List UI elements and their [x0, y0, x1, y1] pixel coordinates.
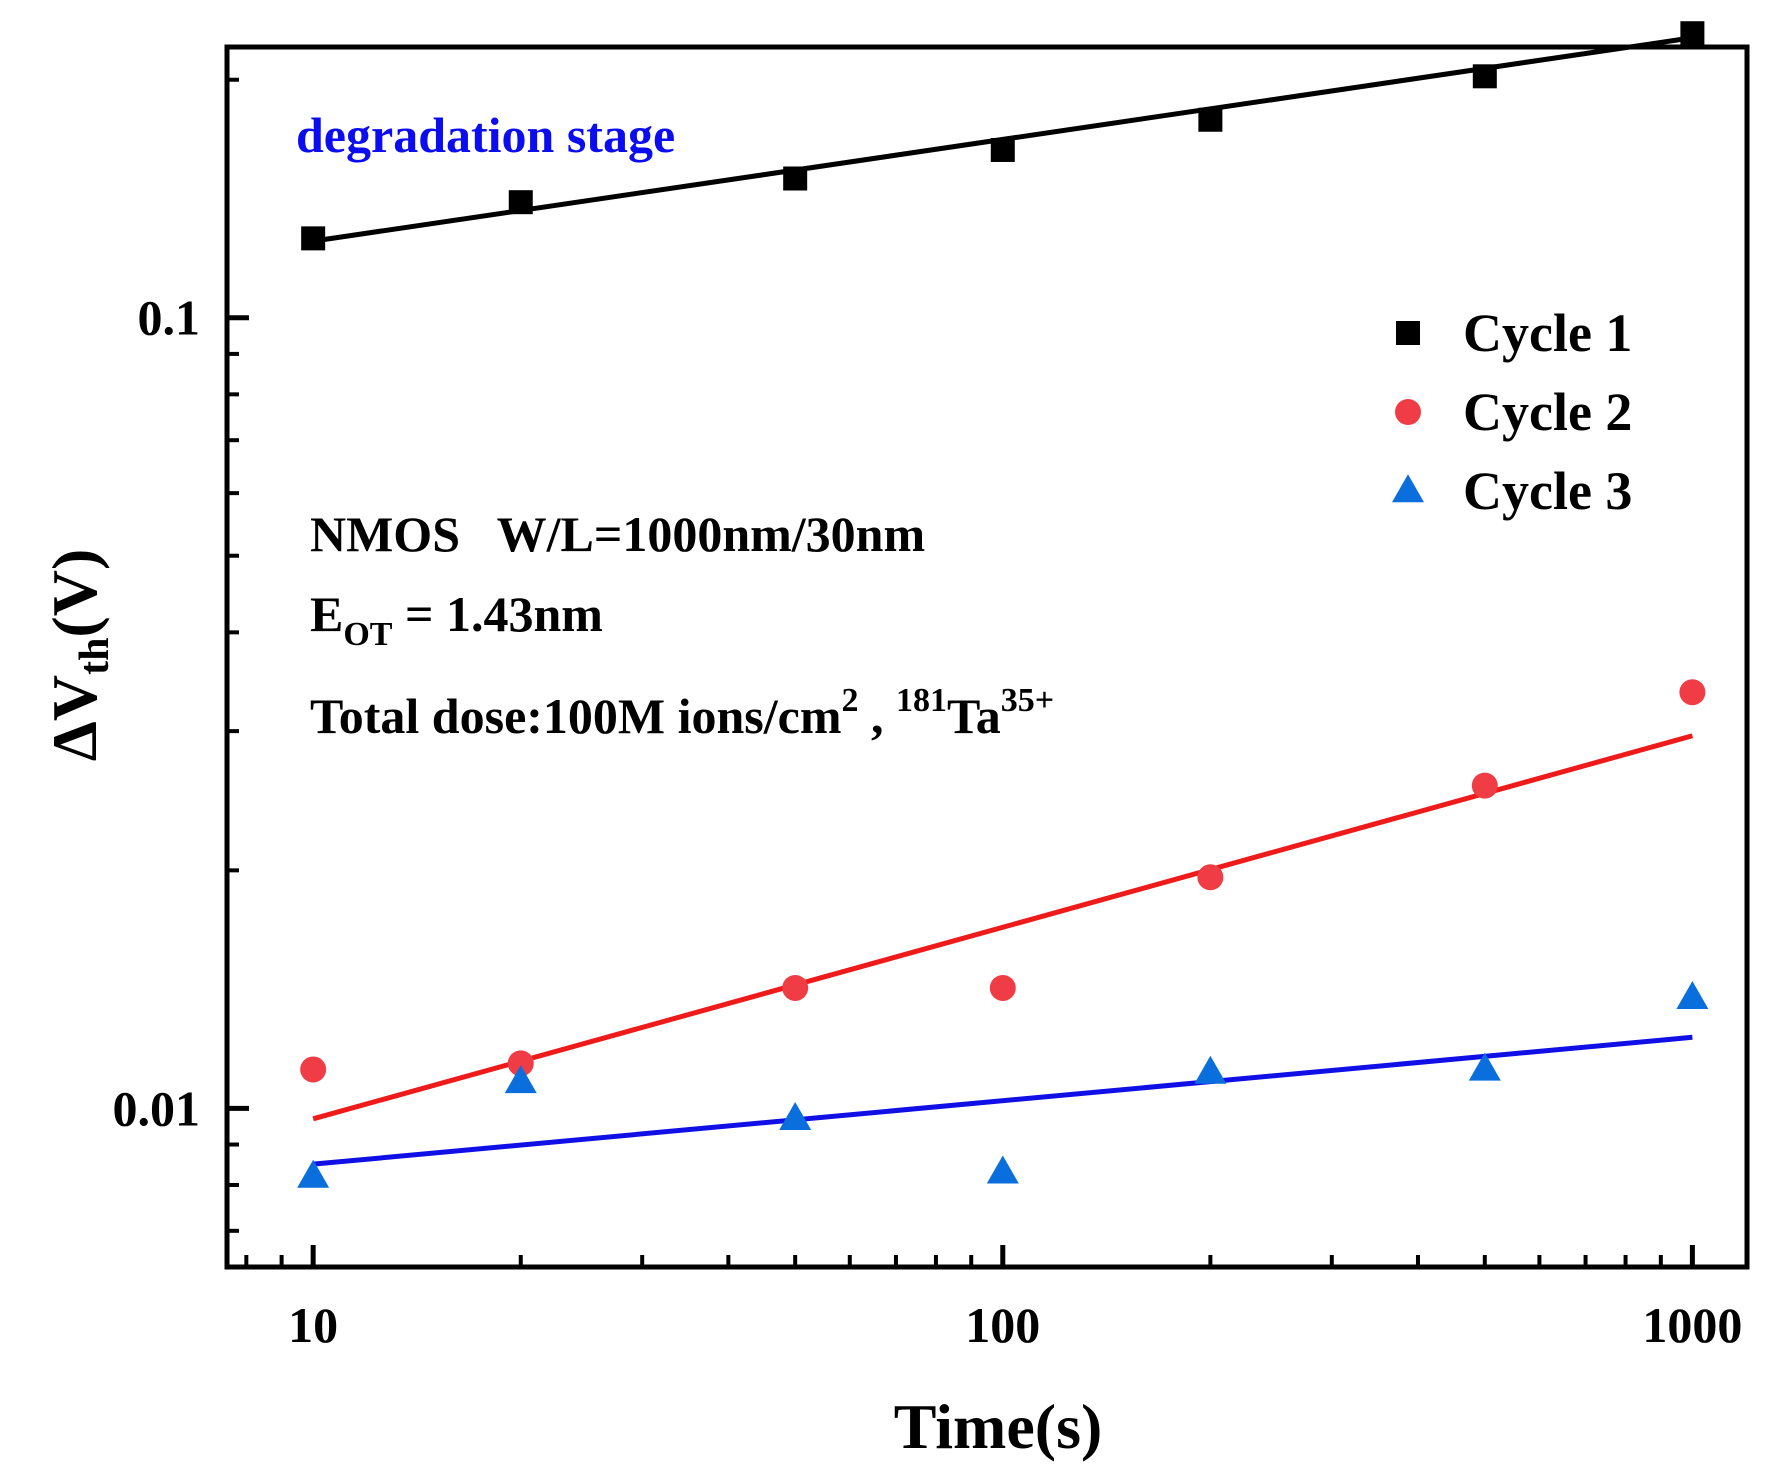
legend: Cycle 1 Cycle 2 Cycle 3	[1392, 303, 1632, 521]
dose-iso-sup: 181	[896, 682, 947, 719]
y-tick-labels: 0.01 0.1	[113, 290, 201, 1137]
eot-prefix: E	[310, 586, 343, 642]
point-cycle-3	[1194, 1055, 1227, 1084]
annotation-eot: EOT = 1.43nm	[310, 586, 603, 653]
point-cycle-2	[507, 1050, 534, 1077]
point-cycle-3	[779, 1102, 812, 1131]
x-tick-label: 10	[288, 1297, 338, 1353]
eot-sub: OT	[343, 616, 392, 653]
point-cycle-2	[300, 1056, 327, 1083]
dose-element: Ta	[947, 688, 1001, 744]
point-cycle-2	[1197, 864, 1224, 891]
y-axis-label: ΔVth(V)	[39, 549, 118, 762]
annotation-device: NMOS W/L=1000nm/30nm	[310, 506, 925, 562]
x-tick-label: 1000	[1642, 1297, 1742, 1353]
minor-ticks	[227, 77, 1663, 1267]
x-tick-labels: 10 100 1000	[288, 1297, 1742, 1353]
point-cycle-3	[297, 1159, 330, 1188]
fit-line-cycle-2	[312, 733, 1694, 1122]
point-cycle-1	[301, 226, 326, 251]
plot-frame	[224, 44, 1750, 1270]
point-cycle-2	[989, 974, 1016, 1001]
y-tick-label: 0.01	[113, 1080, 201, 1136]
legend-label-cycle-3: Cycle 3	[1463, 461, 1632, 521]
legend-label-cycle-2: Cycle 2	[1463, 382, 1632, 442]
y-axis-label-prefix: ΔV	[39, 675, 110, 761]
point-cycle-3	[986, 1155, 1019, 1184]
point-cycle-2	[782, 974, 809, 1001]
annotation-stage: degradation stage	[296, 107, 675, 163]
dose-text: Total dose:100M ions/cm	[310, 688, 842, 744]
data-markers	[297, 21, 1709, 1188]
annotation-dose: Total dose:100M ions/cm2 , 181Ta35+	[310, 682, 1054, 744]
eot-suffix: = 1.43nm	[392, 586, 602, 642]
y-axis-label-sub: th	[72, 638, 118, 675]
point-cycle-1	[1198, 107, 1223, 132]
point-cycle-3	[1468, 1052, 1501, 1081]
dose-mid: ,	[859, 688, 897, 744]
point-cycle-1	[783, 166, 808, 191]
major-ticks	[227, 315, 1695, 1267]
point-cycle-1	[1472, 64, 1497, 89]
y-tick-label: 0.1	[138, 290, 201, 346]
legend-marker-cycle-2	[1395, 399, 1421, 425]
legend-marker-cycle-1	[1396, 321, 1420, 345]
point-cycle-2	[1471, 772, 1498, 799]
y-axis-label-suffix: (V)	[39, 549, 110, 638]
legend-marker-cycle-3	[1392, 474, 1424, 503]
point-cycle-3	[504, 1065, 537, 1094]
point-cycle-2	[1679, 679, 1706, 706]
point-cycle-1	[508, 190, 533, 215]
legend-label-cycle-1: Cycle 1	[1463, 303, 1632, 363]
point-cycle-1	[990, 137, 1015, 162]
fit-line-cycle-3	[312, 1034, 1693, 1167]
point-cycle-3	[1676, 980, 1709, 1009]
x-axis-label: Time(s)	[894, 1391, 1103, 1462]
dose-sup: 2	[842, 682, 859, 719]
x-tick-label: 100	[965, 1297, 1040, 1353]
point-cycle-1	[1680, 21, 1705, 46]
dose-charge-sup: 35+	[1001, 682, 1054, 719]
